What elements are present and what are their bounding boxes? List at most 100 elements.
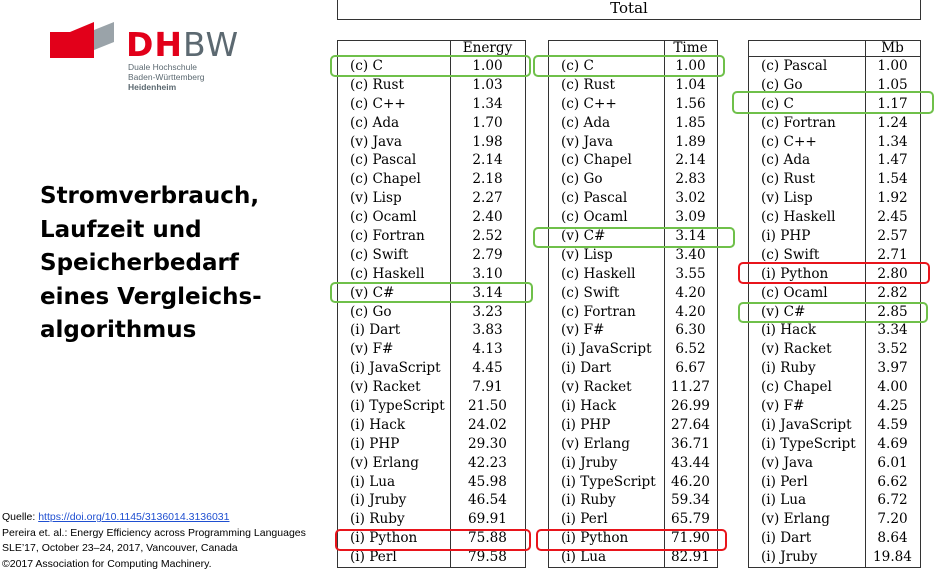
time-table: Time (c) C 1.00 (c) Rust 1.04 (c) C++ 1.56 (c)…	[548, 40, 718, 569]
time-value: 1.85	[675, 114, 706, 131]
language-name: (i) PHP	[561, 416, 611, 433]
language-name: (c) C	[561, 58, 594, 74]
memory-row: (c) Go 1.05	[749, 76, 920, 95]
energy-value: 24.02	[468, 416, 507, 433]
energy-value: 3.14	[472, 284, 503, 301]
energy-value: 3.83	[472, 322, 503, 339]
highlight-time-python	[536, 529, 727, 551]
source-doi-link[interactable]: https://doi.org/10.1145/3136014.3136031	[38, 511, 230, 523]
time-value: 82.91	[671, 549, 710, 566]
language-name: (v) Racket	[350, 379, 421, 396]
language-name: (c) Chapel	[561, 152, 632, 169]
language-name: (c) C	[761, 95, 794, 112]
highlight-energy-csharp	[330, 282, 533, 303]
energy-value: 4.45	[472, 360, 503, 377]
energy-row: (i) Jruby 46.54	[338, 491, 525, 510]
energy-row: (c) C++ 1.34	[338, 95, 525, 114]
memory-row: (c) C 1.17	[749, 95, 920, 114]
language-name: (c) Fortran	[350, 228, 425, 245]
time-value: 1.00	[675, 58, 706, 74]
language-name: (c) C	[350, 58, 383, 74]
energy-value: 21.50	[468, 398, 507, 415]
memory-value: 2.45	[877, 209, 908, 226]
language-name: (i) Jruby	[561, 454, 618, 471]
energy-row: (v) F# 4.13	[338, 340, 525, 359]
logo-wordmark: DHBW	[126, 25, 240, 64]
language-name: (i) Lua	[561, 549, 607, 566]
source-line: ©2017 Association for Computing Machiner…	[2, 557, 212, 570]
time-value: 1.56	[675, 95, 706, 112]
language-name: (c) Pascal	[350, 152, 417, 169]
energy-value: 46.54	[468, 492, 507, 509]
time-row: (c) Pascal 3.02	[549, 189, 717, 208]
memory-row: (c) Haskell 2.45	[749, 208, 920, 227]
memory-row: (c) Chapel 4.00	[749, 378, 920, 397]
language-name: (c) Swift	[761, 246, 820, 263]
time-row: (i) Jruby 43.44	[549, 454, 717, 473]
time-value: 3.02	[675, 190, 706, 207]
language-name: (v) Java	[350, 133, 402, 150]
language-name: (c) Pascal	[761, 58, 828, 74]
memory-row: (i) TypeScript 4.69	[749, 435, 920, 454]
time-row: (c) Fortran 4.20	[549, 303, 717, 322]
language-name: (i) Lua	[761, 492, 807, 509]
language-name: (c) Swift	[561, 284, 620, 301]
language-name: (i) Perl	[561, 511, 608, 528]
energy-value: 7.91	[472, 379, 503, 396]
language-name: (v) C#	[761, 303, 806, 320]
time-value: 26.99	[671, 398, 710, 415]
energy-value: 2.52	[472, 228, 503, 245]
time-row: (c) Chapel 2.14	[549, 151, 717, 170]
memory-value: 1.00	[877, 58, 908, 74]
energy-row: (i) Python 75.88	[338, 529, 525, 548]
highlight-time-c	[533, 55, 725, 77]
energy-row: (c) Haskell 3.10	[338, 265, 525, 284]
time-value: 59.34	[671, 492, 710, 509]
energy-value: 79.58	[468, 549, 507, 566]
memory-row: (i) Perl 6.62	[749, 473, 920, 492]
language-name: (v) C#	[561, 228, 606, 245]
language-name: (v) Lisp	[350, 190, 402, 207]
memory-value: 4.59	[877, 416, 908, 433]
energy-row: (v) Erlang 42.23	[338, 454, 525, 473]
language-name: (c) Ocaml	[350, 209, 417, 226]
energy-value: 42.23	[468, 454, 507, 471]
time-header: Time	[673, 40, 708, 56]
energy-row: (v) Lisp 2.27	[338, 189, 525, 208]
language-name: (i) Jruby	[350, 492, 407, 509]
language-name: (i) Dart	[761, 530, 812, 547]
language-name: (v) C#	[350, 284, 395, 301]
energy-value: 29.30	[468, 435, 507, 452]
memory-value: 4.69	[877, 435, 908, 452]
energy-row: (c) Rust 1.03	[338, 76, 525, 95]
heading-line: eines Vergleichs-	[40, 283, 262, 310]
memory-row: (i) Jruby 19.84	[749, 548, 920, 567]
memory-row: (v) Erlang 7.20	[749, 510, 920, 529]
memory-value: 8.64	[877, 530, 908, 547]
language-name: (v) F#	[561, 322, 605, 339]
language-name: (c) Haskell	[761, 209, 836, 226]
language-name: (v) Racket	[561, 379, 632, 396]
highlight-energy-c	[330, 55, 531, 77]
language-name: (c) Go	[761, 76, 803, 93]
language-name: (i) JavaScript	[561, 341, 652, 358]
time-value: 6.52	[675, 341, 706, 358]
memory-value: 3.97	[877, 360, 908, 377]
language-name: (c) Haskell	[561, 265, 636, 282]
highlight-memory-c	[732, 91, 934, 114]
energy-value: 2.27	[472, 190, 503, 207]
time-row: (c) Ocaml 3.09	[549, 208, 717, 227]
language-name: (v) Racket	[761, 341, 832, 358]
memory-value: 2.71	[877, 246, 908, 263]
heading-line: algorithmus	[40, 317, 197, 343]
language-name: (v) Lisp	[561, 246, 613, 263]
time-row: (i) TypeScript 46.20	[549, 473, 717, 492]
highlight-memory-csharp	[738, 302, 928, 323]
time-row: (i) Perl 65.79	[549, 510, 717, 529]
time-row: (v) Racket 11.27	[549, 378, 717, 397]
language-name: (c) Ada	[761, 152, 811, 169]
time-row: (i) JavaScript 6.52	[549, 340, 717, 359]
time-value: 3.14	[675, 228, 706, 245]
memory-value: 1.05	[877, 76, 908, 93]
language-name: (i) Hack	[761, 322, 817, 339]
